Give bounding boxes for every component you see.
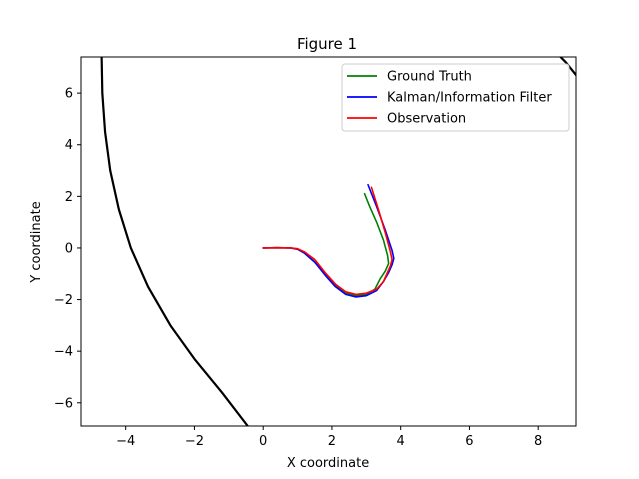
y-tick-label: −4	[54, 345, 73, 360]
x-axis: −4 −2 0 2 4 6 8	[116, 426, 542, 449]
x-tick-label: 8	[534, 434, 542, 449]
legend-label-1: Ground Truth	[387, 70, 472, 85]
plot-frame	[80, 56, 577, 427]
boundary-curve-1	[100, 57, 249, 426]
y-axis: −6 −4 −2 0 2 4 6	[54, 87, 81, 411]
x-axis-label: X coordinate	[287, 456, 369, 471]
y-tick-label: 4	[65, 138, 73, 153]
x-tick-label: −2	[185, 434, 204, 449]
legend: Ground Truth Kalman/Information Filter Obs…	[341, 63, 570, 132]
x-tick-label: 2	[328, 434, 336, 449]
legend-box	[341, 63, 570, 132]
x-tick-label: 0	[259, 434, 267, 449]
y-tick-label: 6	[65, 87, 73, 102]
legend-label-3: Observation	[387, 112, 466, 127]
x-tick-label: 6	[465, 434, 473, 449]
series-line-1	[262, 192, 390, 297]
y-axis-label: Y coordinate	[29, 201, 44, 283]
chart-title: Figure 1	[297, 35, 357, 53]
y-tick-label: −2	[54, 293, 73, 308]
x-tick-label: 4	[397, 434, 405, 449]
y-tick-label: 2	[65, 190, 73, 205]
plot-area	[100, 57, 576, 426]
series-line-3	[262, 186, 393, 296]
legend-label-2: Kalman/Information Filter	[387, 91, 552, 106]
y-tick-label: 0	[65, 241, 73, 256]
y-tick-label: −6	[54, 396, 73, 411]
x-tick-label: −4	[116, 434, 135, 449]
series-line-2	[262, 183, 395, 298]
